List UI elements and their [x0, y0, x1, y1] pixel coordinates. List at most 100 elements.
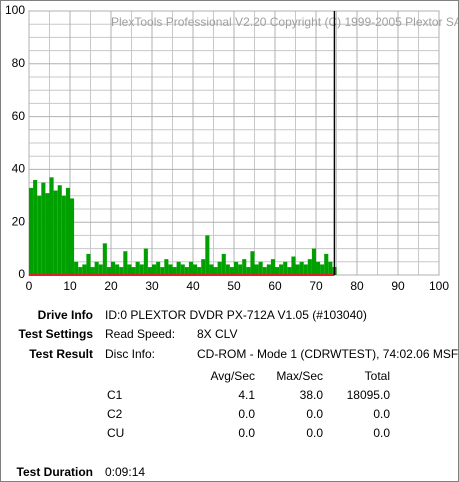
row-label: C2 — [107, 407, 123, 421]
bar — [29, 187, 34, 275]
bar — [316, 261, 321, 275]
value: 8X CLV — [197, 327, 238, 341]
bar — [41, 182, 46, 275]
bar — [238, 264, 243, 275]
bar — [320, 264, 325, 275]
bar — [139, 264, 144, 275]
bar — [143, 248, 148, 275]
bar — [229, 267, 234, 275]
bar — [98, 264, 103, 275]
bar — [209, 264, 214, 275]
bar — [106, 267, 111, 275]
bar — [131, 267, 136, 275]
bar — [254, 264, 259, 275]
x-tick-label: 50 — [227, 279, 241, 293]
value: CD-ROM - Mode 1 (CDRWTEST), 74:02.06 MSF — [197, 347, 459, 361]
bar — [61, 195, 66, 275]
bar — [266, 264, 271, 275]
bar — [193, 264, 198, 275]
bar — [328, 261, 333, 275]
bar — [90, 267, 95, 275]
bar — [147, 267, 152, 275]
bar — [37, 195, 42, 275]
row-label: CU — [107, 426, 125, 440]
bar — [168, 264, 173, 275]
y-tick-label: 20 — [12, 214, 26, 228]
key: Read Speed: — [105, 327, 176, 341]
label: Drive Info — [37, 308, 93, 322]
bar — [225, 264, 230, 275]
bar — [74, 261, 79, 275]
chart: 0 10 20 30 40 50 60 70 80 90 100 0 20 40 60 80 100 PlexTo… — [5, 3, 458, 293]
x-tick-label: 100 — [429, 279, 449, 293]
bar — [78, 267, 83, 275]
x-tick-label: 70 — [309, 279, 323, 293]
bar — [270, 259, 275, 275]
column-header: Total — [364, 369, 390, 383]
y-tick-label: 80 — [12, 56, 26, 70]
bar — [102, 243, 107, 275]
bar — [65, 187, 70, 275]
bar — [33, 179, 38, 275]
row-label: C1 — [107, 388, 123, 402]
bar — [213, 267, 218, 275]
bar — [311, 248, 316, 275]
cell: 0.0 — [373, 426, 390, 440]
bar — [119, 267, 124, 275]
bar — [49, 177, 54, 275]
bar — [57, 185, 62, 275]
bar — [283, 261, 288, 275]
y-tick-label: 60 — [12, 109, 26, 123]
label: Test Result — [29, 347, 93, 361]
x-tick-label: 60 — [268, 279, 282, 293]
cell: 0.0 — [238, 426, 255, 440]
bar — [188, 261, 193, 275]
bar — [242, 259, 247, 275]
cell: 18095.0 — [346, 388, 390, 402]
y-tick-label: 40 — [12, 162, 26, 176]
value: ID:0 PLEXTOR DVDR PX-712A V1.05 (#103040… — [105, 308, 367, 322]
bar — [70, 198, 75, 275]
bar — [86, 253, 91, 275]
bar — [53, 190, 58, 275]
bar — [258, 261, 263, 275]
bar — [205, 235, 210, 275]
bar — [279, 264, 284, 275]
x-tick-label: 0 — [26, 279, 33, 293]
bar — [164, 259, 169, 275]
bar — [152, 264, 157, 275]
bar — [275, 267, 280, 275]
bar — [82, 264, 87, 275]
bar — [111, 261, 116, 275]
cell: 0.0 — [306, 426, 323, 440]
column-header: Avg/Sec — [210, 369, 255, 383]
cell: 0.0 — [238, 407, 255, 421]
cell: 0.0 — [306, 407, 323, 421]
bar — [295, 264, 300, 275]
bar — [234, 261, 239, 275]
bar — [197, 267, 202, 275]
cell: 0.0 — [373, 407, 390, 421]
x-tick-label: 30 — [145, 279, 159, 293]
bar — [176, 261, 181, 275]
bar — [45, 193, 50, 275]
bar — [123, 251, 128, 275]
bar — [184, 267, 189, 275]
bar — [172, 267, 177, 275]
bar — [262, 267, 267, 275]
label: Test Settings — [18, 327, 93, 341]
bar — [221, 253, 226, 275]
bar — [135, 261, 140, 275]
x-tick-label: 90 — [391, 279, 405, 293]
bar — [156, 261, 161, 275]
x-tick-label: 20 — [104, 279, 118, 293]
x-tick-label: 10 — [63, 279, 77, 293]
column-header: Max/Sec — [276, 369, 323, 383]
x-tick-label: 40 — [186, 279, 200, 293]
cell: 38.0 — [299, 388, 323, 402]
cell: 4.1 — [238, 388, 255, 402]
bar — [94, 261, 99, 275]
bar — [160, 267, 165, 275]
bar — [299, 261, 304, 275]
